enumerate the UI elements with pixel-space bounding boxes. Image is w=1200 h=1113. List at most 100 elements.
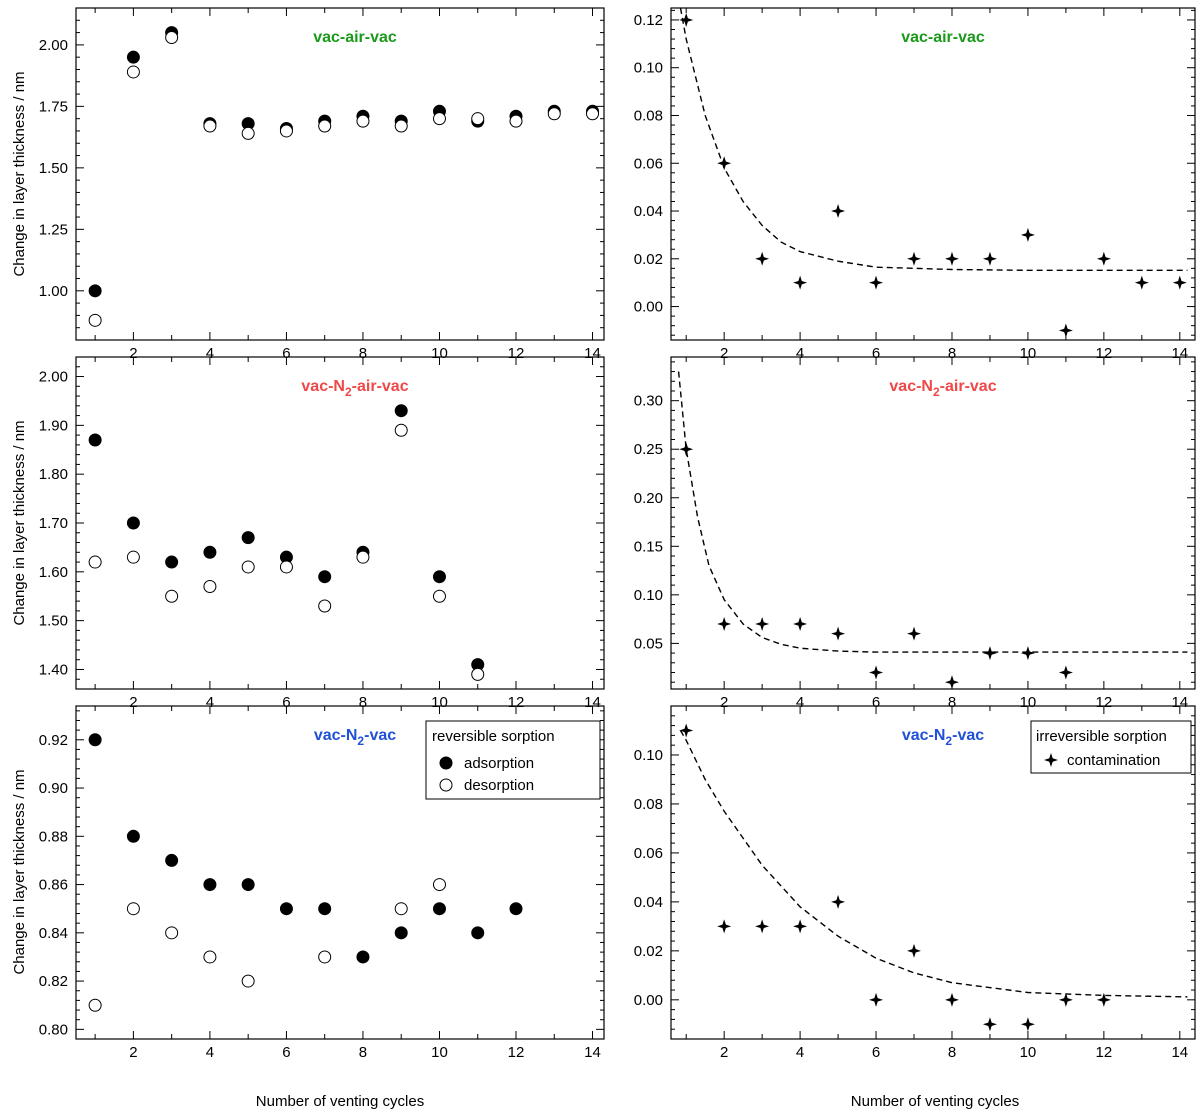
x-tick-label: 6 bbox=[872, 345, 880, 362]
plot-frame bbox=[75, 705, 605, 1040]
y-tick-label: 1.40 bbox=[39, 661, 68, 678]
plot-frame bbox=[75, 356, 605, 690]
y-tick-label: 0.00 bbox=[634, 992, 663, 1009]
contamination-point bbox=[1058, 992, 1073, 1007]
y-tick-label: 0.30 bbox=[634, 393, 663, 410]
panel-title-subscript: 2 bbox=[357, 734, 364, 748]
desorption-point bbox=[509, 114, 523, 128]
panel-title-subscript: 2 bbox=[933, 385, 940, 399]
contamination-point bbox=[944, 992, 959, 1007]
y-tick-label: 0.86 bbox=[39, 877, 68, 894]
desorption-point bbox=[241, 126, 255, 140]
x-tick-label: 6 bbox=[282, 694, 290, 711]
x-tick-label: 8 bbox=[948, 694, 956, 711]
y-tick-label: 0.10 bbox=[634, 587, 663, 604]
contamination-point bbox=[944, 251, 959, 266]
y-tick-label: 0.04 bbox=[634, 894, 663, 911]
contamination-point bbox=[1134, 275, 1149, 290]
adsorption-point bbox=[241, 878, 255, 892]
panel-title-part: vac-N bbox=[301, 378, 345, 395]
adsorption-point bbox=[88, 284, 102, 298]
x-tick-label: 10 bbox=[1020, 694, 1037, 711]
desorption-point bbox=[279, 124, 293, 138]
contamination-point bbox=[1058, 323, 1073, 338]
x-tick-label: 12 bbox=[1096, 345, 1113, 362]
y-tick-label: 0.25 bbox=[634, 441, 663, 458]
desorption-point bbox=[318, 119, 332, 133]
desorption-point bbox=[203, 950, 217, 964]
desorption-point bbox=[126, 65, 140, 79]
x-tick-label: 4 bbox=[796, 345, 804, 362]
fit-curve bbox=[679, 7, 1188, 271]
y-tick-label: 0.08 bbox=[634, 796, 663, 813]
legend-label: desorption bbox=[464, 777, 534, 794]
contamination-point bbox=[982, 646, 997, 661]
desorption-point bbox=[279, 560, 293, 574]
panel-4: 2 4 6 8 10 12 140.050.100.150.200.250.30vac-N2… bbox=[634, 356, 1196, 711]
x-tick-label: 6 bbox=[282, 1044, 290, 1061]
adsorption-point bbox=[203, 545, 217, 559]
panel-2: 2 4 6 8 10 12 14 0.00 0.02 0.04 0.06 0.08 0.10 0.12 va… bbox=[634, 7, 1196, 362]
desorption-point bbox=[471, 667, 485, 681]
adsorption-point bbox=[165, 555, 179, 569]
desorption-point bbox=[318, 950, 332, 964]
desorption-point bbox=[432, 878, 446, 892]
y-axis-title-top: Change in layer thickness / nm bbox=[11, 71, 28, 276]
x-tick-label: 2 bbox=[129, 345, 137, 362]
y-tick-label: 0.10 bbox=[634, 60, 663, 77]
legend-label: contamination bbox=[1067, 752, 1160, 769]
y-tick-label: 0.08 bbox=[634, 107, 663, 124]
y-tick-label: 2.00 bbox=[39, 369, 68, 386]
x-tick-label: 10 bbox=[431, 345, 448, 362]
y-tick-label: 1.00 bbox=[39, 283, 68, 300]
x-axis-title-right: Number of venting cycles bbox=[851, 1093, 1019, 1110]
x-tick-label: 8 bbox=[948, 345, 956, 362]
desorption-point bbox=[547, 107, 561, 121]
y-tick-label: 0.84 bbox=[39, 925, 68, 942]
adsorption-point bbox=[241, 531, 255, 545]
panel-title: vac-N2-vac bbox=[902, 727, 984, 748]
x-tick-label: 14 bbox=[584, 694, 601, 711]
contamination-point bbox=[907, 943, 922, 958]
x-tick-label: 10 bbox=[431, 1044, 448, 1061]
contamination-point bbox=[679, 12, 694, 27]
desorption-point bbox=[471, 112, 485, 126]
desorption-point bbox=[356, 114, 370, 128]
y-tick-label: 0.90 bbox=[39, 780, 68, 797]
contamination-point bbox=[982, 1017, 997, 1032]
adsorption-point bbox=[318, 902, 332, 916]
y-tick-label: 1.50 bbox=[39, 160, 68, 177]
x-tick-label: 10 bbox=[1020, 1044, 1037, 1061]
adsorption-point bbox=[126, 516, 140, 530]
y-tick-label: 1.25 bbox=[39, 221, 68, 238]
panel-title-part: vac-N bbox=[889, 378, 933, 395]
y-tick-label: 1.60 bbox=[39, 564, 68, 581]
contamination-point bbox=[944, 675, 959, 690]
contamination-point bbox=[869, 275, 884, 290]
legend-box bbox=[1030, 720, 1192, 774]
panel-6: 2 4 6 8 10 12 140.000.020.040.060.080.10vac-N2… bbox=[634, 705, 1196, 1061]
panel-title: vac-N2-vac bbox=[314, 727, 396, 748]
x-tick-label: 10 bbox=[1020, 345, 1037, 362]
contamination-point bbox=[679, 723, 694, 738]
contamination-point bbox=[717, 616, 732, 631]
contamination-point bbox=[982, 251, 997, 266]
x-tick-label: 8 bbox=[359, 345, 367, 362]
adsorption-point bbox=[279, 902, 293, 916]
plot-frame bbox=[670, 7, 1196, 341]
desorption-point bbox=[394, 119, 408, 133]
x-tick-label: 14 bbox=[584, 1044, 601, 1061]
desorption-point bbox=[88, 998, 102, 1012]
legend-label: adsorption bbox=[464, 755, 534, 772]
legend-title: irreversible sorption bbox=[1036, 728, 1167, 745]
panel-title-part: -air-vac bbox=[352, 378, 409, 395]
panel-title-part: -vac bbox=[952, 727, 984, 744]
y-tick-label: 1.50 bbox=[39, 613, 68, 630]
panel-title-part: -vac bbox=[364, 727, 396, 744]
desorption-point bbox=[126, 550, 140, 564]
desorption-point bbox=[203, 119, 217, 133]
panel-title-subscript: 2 bbox=[345, 385, 352, 399]
fit-curve bbox=[679, 730, 1188, 998]
panel-title: vac-air-vac bbox=[313, 29, 397, 46]
adsorption-point bbox=[394, 404, 408, 418]
